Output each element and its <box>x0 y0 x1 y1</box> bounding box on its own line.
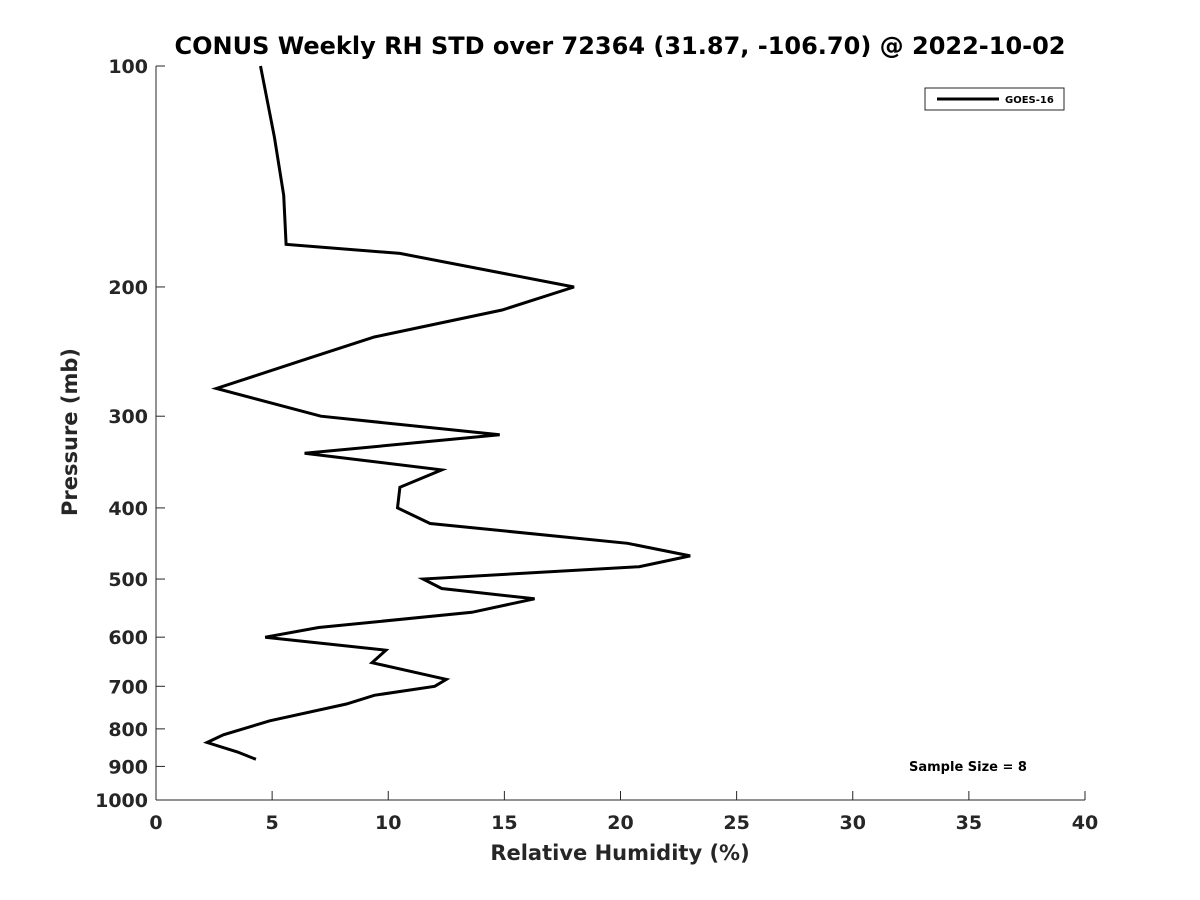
y-tick-label: 100 <box>108 56 148 78</box>
y-tick-label: 500 <box>108 569 148 591</box>
y-tick-label: 700 <box>108 676 148 698</box>
x-tick-label: 5 <box>266 812 279 834</box>
x-axis-label: Relative Humidity (%) <box>490 841 749 865</box>
y-tick-label: 1000 <box>95 790 148 812</box>
x-tick-label: 25 <box>723 812 749 834</box>
y-tick-label: 600 <box>108 627 148 649</box>
chart-title: CONUS Weekly RH STD over 72364 (31.87, -… <box>174 32 1065 60</box>
y-tick-label: 400 <box>108 498 148 520</box>
y-axis-label: Pressure (mb) <box>58 348 82 516</box>
x-tick-label: 15 <box>491 812 517 834</box>
legend-label-goes-16: GOES-16 <box>1005 95 1054 106</box>
y-tick-label: 800 <box>108 719 148 741</box>
y-tick-label: 900 <box>108 756 148 778</box>
x-tick-label: 40 <box>1072 812 1098 834</box>
series-line-goes-16 <box>202 65 691 761</box>
series-layer <box>202 65 691 761</box>
y-tick-label: 200 <box>108 277 148 299</box>
ticks: 0 5 10 15 20 25 30 35 40 100 200 300 400 500 600 700 800… <box>95 56 1098 834</box>
y-tick-label: 300 <box>108 406 148 428</box>
x-tick-label: 35 <box>956 812 982 834</box>
legend: GOES-16 <box>924 87 1065 111</box>
x-tick-label: 20 <box>607 812 633 834</box>
x-tick-label: 0 <box>149 812 162 834</box>
x-tick-label: 30 <box>840 812 866 834</box>
x-tick-label: 10 <box>375 812 401 834</box>
sample-size-annotation: Sample Size = 8 <box>909 760 1027 775</box>
